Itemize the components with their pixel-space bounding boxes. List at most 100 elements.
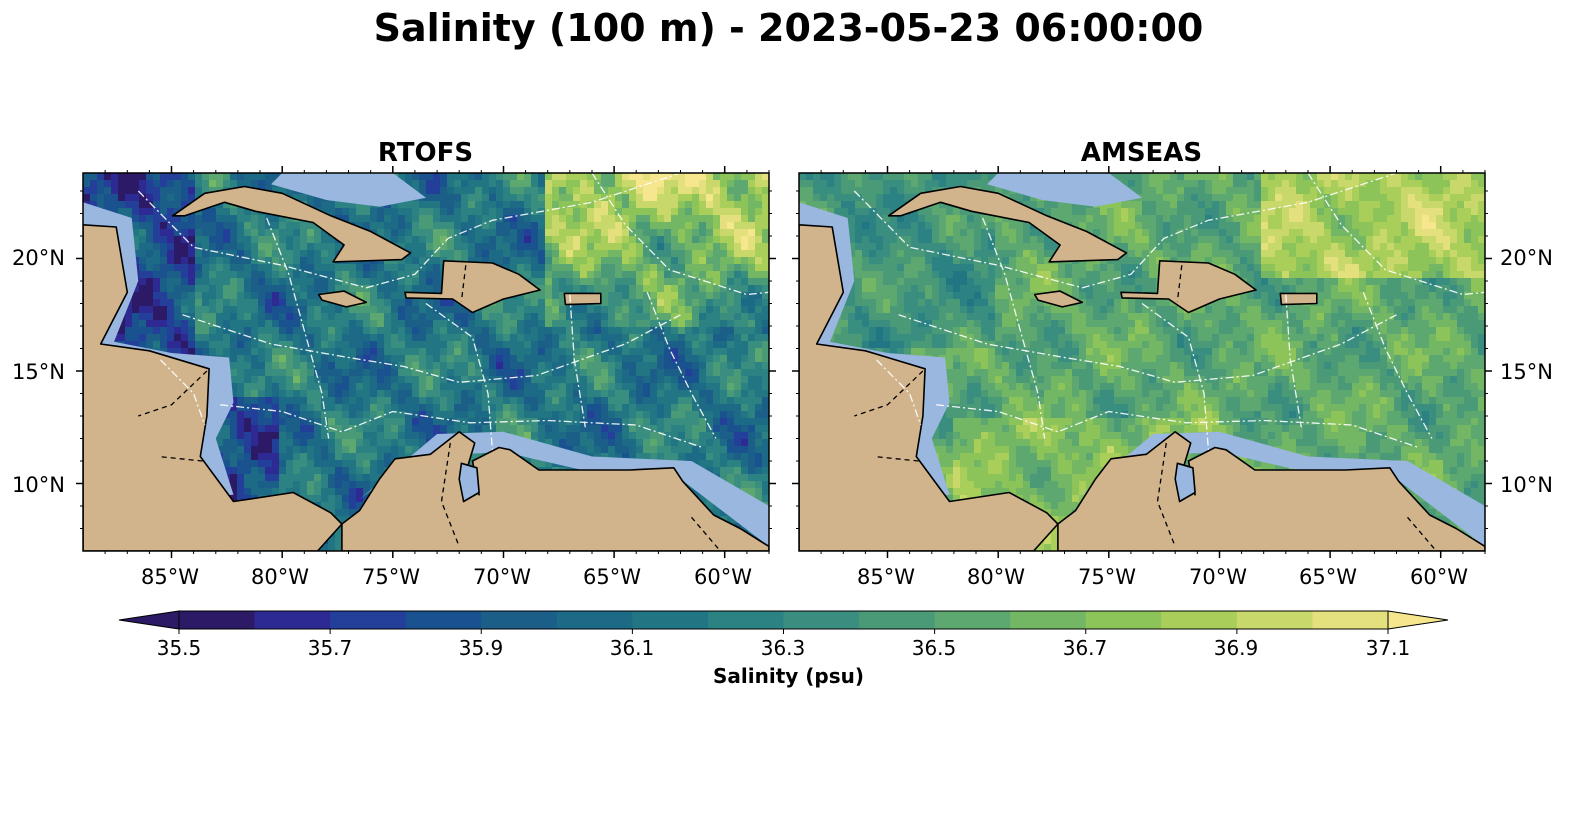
colorbar-tick-label: 36.9 [1213,636,1259,660]
colorbar [118,610,1449,634]
country-border [691,516,721,551]
lake-maracaibo [458,462,480,503]
colorbar-extend-min [118,610,180,630]
colorbar-tick-label: 36.3 [760,636,806,660]
colorbar-tick-label: 35.9 [458,636,504,660]
shelf-bahamas [271,173,426,207]
lake-maracaibo [1174,462,1196,503]
colorbar-tick-label: 36.7 [1062,636,1108,660]
colorbar-tick-label: 35.7 [307,636,353,660]
colorbar-bin [556,611,633,629]
land-cuba [171,185,412,263]
colorbar-bin [330,611,407,629]
map-frame-rtofs [82,172,770,552]
land-jamaica [1033,290,1084,308]
country-border [460,265,467,302]
colorbar-bin [783,611,860,629]
lon-label-60w-right: 60°W [1410,565,1468,589]
country-border [1407,516,1437,551]
colorbar-bin [859,611,936,629]
colorbar-tick-label: 37.1 [1365,636,1411,660]
land-puertoRico [1279,292,1318,306]
eez-boundary [591,173,769,296]
lon-label-75w-left: 75°W [362,565,420,589]
shelf-bahamas [987,173,1142,207]
eez-boundary [220,404,703,449]
colorbar-tick-label: 35.5 [156,636,202,660]
colorbar-extend-max [1387,610,1449,630]
country-border [1156,442,1176,547]
colorbar-bin [1010,611,1087,629]
country-border [158,455,203,462]
panel-title-rtofs: RTOFS [377,138,474,168]
lon-label-60w-left: 60°W [694,565,752,589]
eez-boundary [853,173,1397,289]
figure-title: Salinity (100 m) - 2023-05-23 06:00:00 [373,6,1204,50]
map-rtofs [83,173,769,551]
map-frame-amseas [798,172,1486,552]
lon-label-70w-right: 70°W [1189,565,1247,589]
country-border [138,370,208,417]
eez-boundary [898,314,1397,383]
country-border [874,455,919,462]
eez-boundary [1285,294,1302,428]
lat-label-15n-right: 15°N [1500,360,1553,384]
eez-boundary [646,292,717,439]
axis-ticks-amseas [792,166,1492,558]
colorbar-bin [405,611,482,629]
lon-label-85w-right: 85°W [857,565,915,589]
eez-boundary [569,294,586,428]
land-centralAmerica [83,224,343,551]
colorbar-bin [1312,611,1389,629]
lon-label-65w-left: 65°W [583,565,641,589]
axis-ticks-rtofs [76,166,776,558]
eez-boundary [936,404,1419,449]
country-border [854,370,924,417]
colorbar-bin [707,611,784,629]
colorbar-bin [179,611,256,629]
colorbar-bin [632,611,709,629]
colorbar-bin [934,611,1011,629]
lat-label-20n-left: 20°N [12,246,65,270]
colorbar-bin [1236,611,1313,629]
lon-label-70w-left: 70°W [473,565,531,589]
colorbar-label: Salinity (psu) [712,664,864,688]
eez-boundary [1307,173,1485,296]
eez-boundary [182,314,681,383]
lat-label-10n-right: 10°N [1500,473,1553,497]
colorbar-tick-label: 36.5 [911,636,957,660]
colorbar-bin [1161,611,1238,629]
colorbar-bin [481,611,558,629]
shelf-venezuela [359,431,769,547]
land-puertoRico [563,292,602,306]
colorbar-tick-label: 36.1 [609,636,655,660]
eez-boundary [1362,292,1433,439]
country-border [440,442,460,547]
eez-boundary [266,217,330,439]
land-southAmerica [341,431,769,551]
eez-boundary [1141,302,1210,450]
eez-boundary [160,359,206,426]
lat-label-20n-right: 20°N [1500,246,1553,270]
land-southAmerica [1057,431,1485,551]
eez-boundary [982,217,1046,439]
lon-label-85w-left: 85°W [141,565,199,589]
map-amseas [799,173,1485,551]
land-jamaica [317,290,368,308]
colorbar-bin [254,611,331,629]
land-hispaniola [404,260,541,314]
shelf-venezuela [1075,431,1485,547]
eez-boundary [137,173,681,289]
lon-label-80w-right: 80°W [967,565,1025,589]
land-hispaniola [1120,260,1257,314]
eez-boundary [876,359,922,426]
panel-title-amseas: AMSEAS [1080,138,1203,168]
lon-label-65w-right: 65°W [1299,565,1357,589]
lon-label-80w-left: 80°W [251,565,309,589]
country-border [1176,265,1183,302]
land-centralAmerica [799,224,1059,551]
lat-label-10n-left: 10°N [12,473,65,497]
lat-label-15n-left: 15°N [12,360,65,384]
lon-label-75w-right: 75°W [1078,565,1136,589]
